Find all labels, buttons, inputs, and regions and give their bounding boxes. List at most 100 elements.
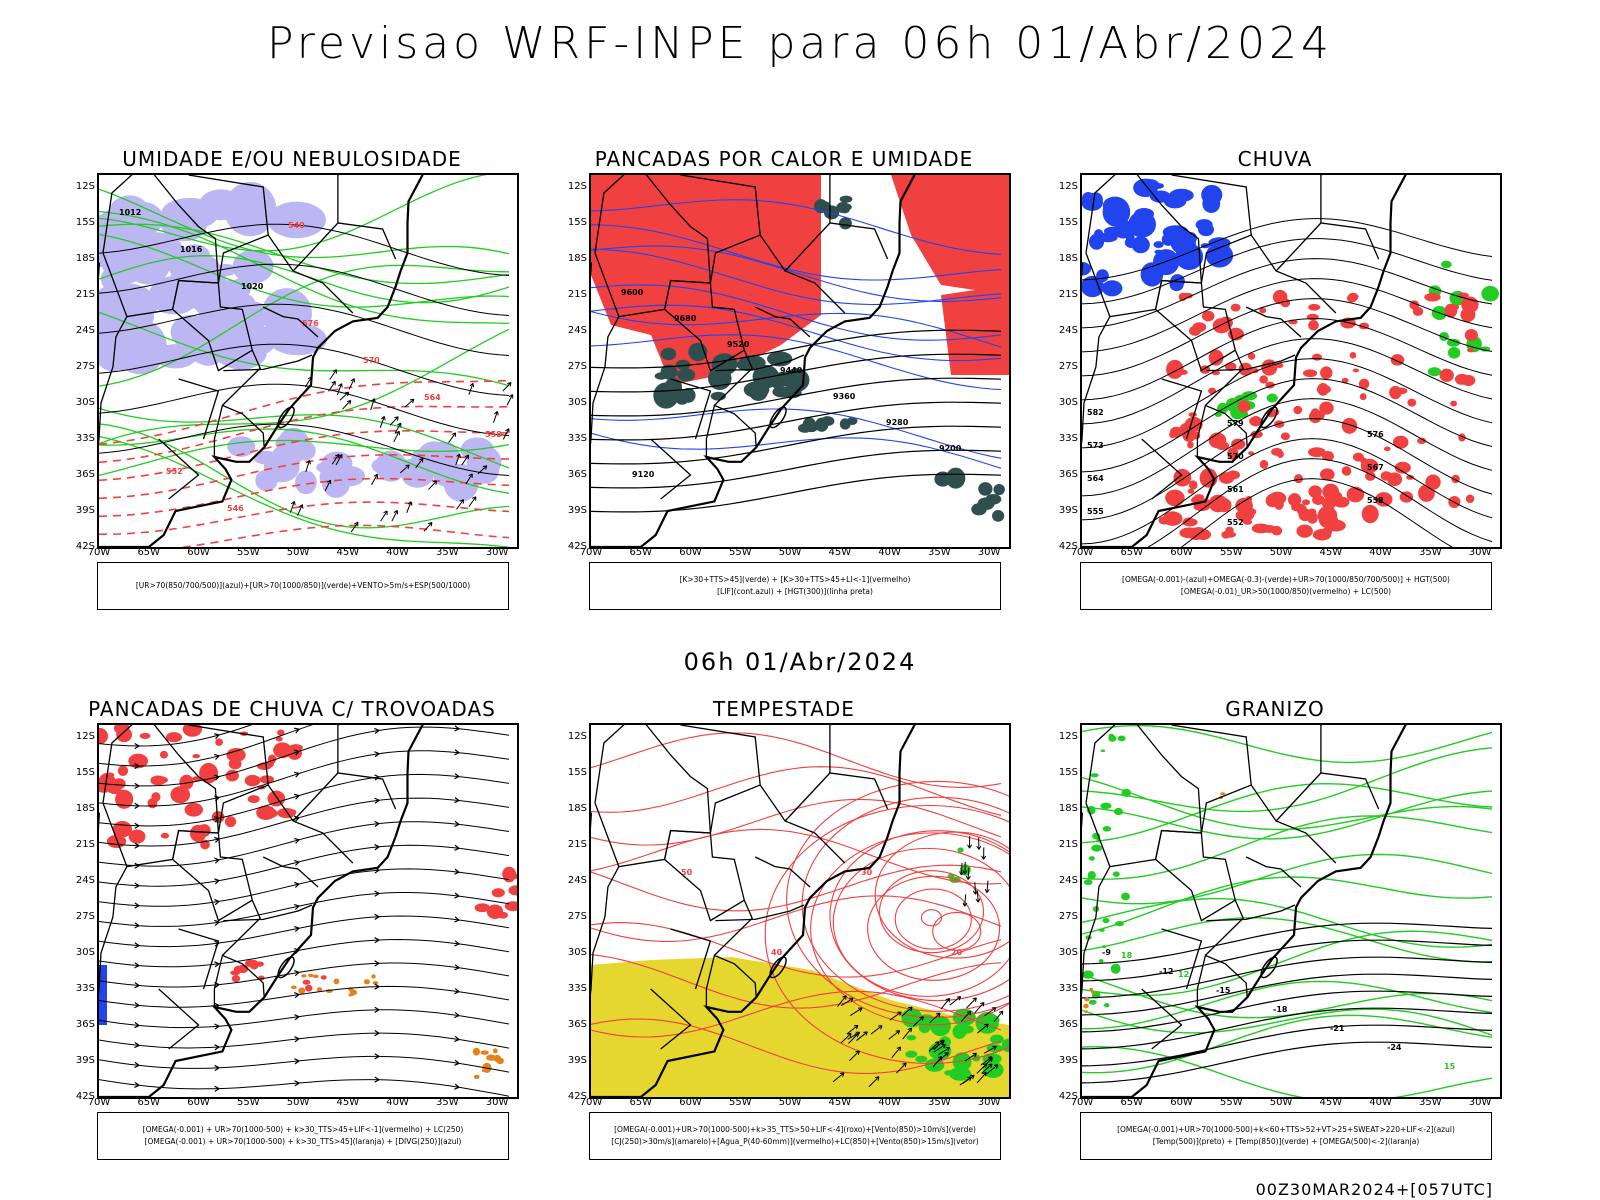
contour-line xyxy=(1082,897,1493,948)
wind-vector-icon xyxy=(895,1030,901,1035)
field-blob xyxy=(1464,328,1478,342)
border-line xyxy=(188,175,269,236)
wind-vector-icon xyxy=(468,473,473,478)
streamline xyxy=(99,1009,510,1029)
field-blob xyxy=(124,238,172,285)
streamline-arrow-icon xyxy=(294,1014,300,1021)
legend-line-1: [OMEGA(-0.001)+UR>70(1000-500)+k>35_TTS>… xyxy=(614,1125,976,1134)
lat-tick-label: 24S xyxy=(1058,325,1078,336)
lagoon-outline xyxy=(277,406,295,429)
lat-tick-label: 12S xyxy=(567,731,587,742)
contour-line xyxy=(99,501,510,536)
contour-label: 564 xyxy=(1087,474,1104,483)
wind-vector-icon xyxy=(397,422,402,428)
field-blob xyxy=(1412,306,1424,316)
border-line xyxy=(784,772,889,822)
lon-tick-label: 50W xyxy=(778,547,802,558)
lat-tick-label: 18S xyxy=(1058,803,1078,814)
contour-label: 9200 xyxy=(939,444,962,453)
lat-tick-label: 27S xyxy=(75,911,95,922)
field-blob xyxy=(480,1050,489,1055)
field-blob xyxy=(1320,366,1333,380)
streamline xyxy=(99,750,510,807)
lat-tick-label: 27S xyxy=(567,911,587,922)
field-blob xyxy=(1308,485,1322,498)
field-blob xyxy=(1102,196,1127,215)
contour-label: 576 xyxy=(302,319,319,328)
field-blob xyxy=(1461,374,1476,387)
panel-title: PANCADAS POR CALOR E UMIDADE xyxy=(594,147,974,171)
wind-vector-icon xyxy=(856,1031,868,1041)
field-blob xyxy=(372,981,379,985)
field-blob xyxy=(1394,461,1411,474)
wind-vector-icon xyxy=(980,1056,993,1066)
wind-vector-icon xyxy=(380,510,388,522)
field-area xyxy=(591,175,821,385)
wind-vector-icon xyxy=(959,871,965,876)
wind-vector-icon xyxy=(902,1062,907,1068)
lat-tick-label: 30S xyxy=(1058,397,1078,408)
contour-line xyxy=(1082,973,1493,1016)
border-line xyxy=(705,404,757,457)
field-blob xyxy=(1293,405,1303,415)
lat-tick-label: 39S xyxy=(567,505,587,516)
field-blob xyxy=(1417,437,1427,444)
contour-line xyxy=(591,353,1002,393)
streamline-arrow-icon xyxy=(293,749,300,756)
wind-vector-icon xyxy=(335,453,340,459)
wind-vector-icon xyxy=(984,888,990,893)
streamline-arrow-icon xyxy=(294,881,300,888)
lat-tick-label: 36S xyxy=(567,1019,587,1030)
border-line xyxy=(1161,378,1203,440)
wind-vector-icon xyxy=(849,1007,863,1017)
streamline-arrow-icon xyxy=(374,844,380,851)
lat-tick-label: 36S xyxy=(75,469,95,480)
field-blob xyxy=(1186,529,1203,538)
field-blob xyxy=(677,368,696,382)
streamline-arrow-icon xyxy=(294,1058,300,1065)
wind-vector-icon xyxy=(407,501,413,506)
wind-vector-icon xyxy=(944,1051,949,1057)
wind-vector-icon xyxy=(464,454,470,460)
wind-vector-icon xyxy=(960,862,963,876)
field-blob xyxy=(1341,377,1349,384)
field-blob xyxy=(1341,417,1358,434)
field-blob xyxy=(1114,211,1128,223)
border-line xyxy=(1171,175,1252,236)
field-blob xyxy=(302,979,311,985)
border-line xyxy=(650,988,692,1050)
field-blob xyxy=(1098,232,1118,243)
field-blob xyxy=(99,727,109,745)
contour-line xyxy=(1082,930,1493,997)
lon-tick-label: 70W xyxy=(87,1097,111,1108)
contour-label: 552 xyxy=(166,467,183,476)
border-line xyxy=(829,175,832,223)
wind-vector-icon xyxy=(960,1010,972,1022)
border-line xyxy=(1200,784,1337,864)
streamline-arrow-icon xyxy=(374,820,380,827)
field-blob xyxy=(259,808,278,819)
streamline-arrow-icon xyxy=(134,782,140,790)
streamline-arrow-icon xyxy=(454,1083,460,1090)
field-blob xyxy=(952,1024,967,1039)
lon-tick-label: 35W xyxy=(1419,547,1442,558)
field-blob xyxy=(228,758,242,770)
lon-tick-label: 30W xyxy=(485,547,509,558)
field-blob xyxy=(1319,468,1335,481)
contour-label: -12 xyxy=(1159,967,1173,976)
lon-tick-label: 55W xyxy=(728,547,752,558)
lat-tick-label: 27S xyxy=(567,361,587,372)
streamline-arrow-icon xyxy=(294,1036,300,1043)
contour-line xyxy=(99,343,510,396)
wind-vector-icon xyxy=(902,1027,912,1040)
field-blob xyxy=(472,1047,481,1056)
field-blob xyxy=(1427,367,1442,377)
field-blob xyxy=(1227,447,1239,460)
field-blob xyxy=(1084,997,1090,1002)
field-blob xyxy=(1158,516,1171,525)
wind-vector-icon xyxy=(331,454,340,465)
field-blob xyxy=(504,901,517,912)
contour-line xyxy=(1082,853,1493,905)
lat-tick-label: 30S xyxy=(1058,947,1078,958)
field-blob xyxy=(244,774,261,787)
